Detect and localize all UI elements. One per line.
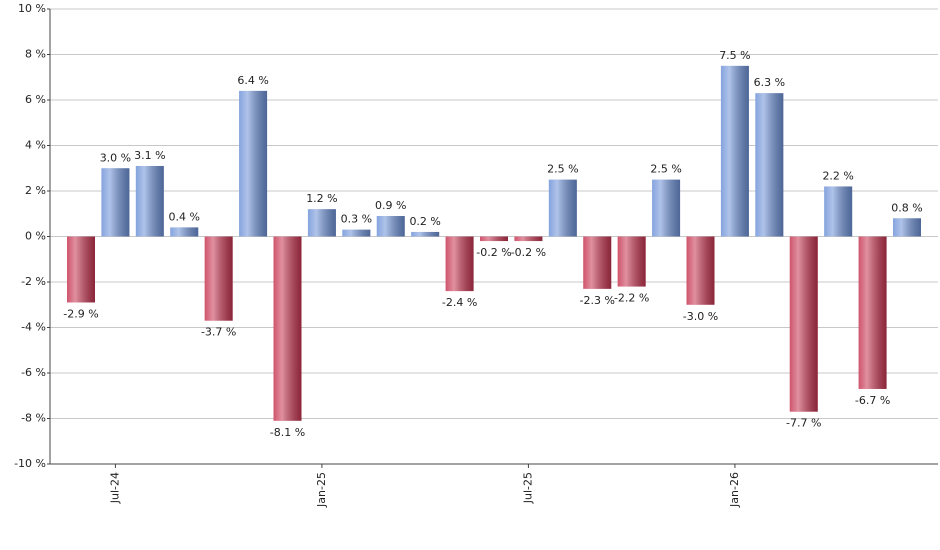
y-tick-label: 0 % — [25, 230, 46, 243]
bar — [652, 179, 681, 237]
bar — [342, 229, 371, 237]
bar — [411, 231, 440, 237]
y-tick-label: -2 % — [21, 275, 46, 288]
bar — [617, 236, 646, 287]
value-label: -6.7 % — [855, 394, 890, 407]
y-tick-label: 8 % — [25, 48, 46, 61]
value-label: -0.2 % — [511, 246, 546, 259]
value-label: -3.0 % — [683, 310, 718, 323]
y-tick-label: -6 % — [21, 366, 46, 379]
value-label: 6.4 % — [237, 74, 268, 87]
y-tick-label: 4 % — [25, 139, 46, 152]
value-label: -2.3 % — [580, 294, 615, 307]
x-tick-label: Jan-26 — [728, 472, 741, 508]
value-label: -8.1 % — [270, 426, 305, 439]
value-label: 3.1 % — [134, 149, 165, 162]
value-label: 0.8 % — [891, 201, 922, 214]
bar — [170, 227, 199, 237]
bar — [514, 236, 543, 242]
value-label: 0.4 % — [169, 210, 200, 223]
bar — [583, 236, 612, 289]
value-label: -7.7 % — [786, 417, 821, 430]
y-tick-label: -8 % — [21, 412, 46, 425]
bar — [789, 236, 818, 412]
value-label: 2.5 % — [650, 163, 681, 176]
x-tick-label: Jul-24 — [108, 472, 121, 504]
value-label: -3.7 % — [201, 326, 236, 339]
y-tick-label: 10 % — [18, 2, 46, 15]
value-label: 6.3 % — [754, 76, 785, 89]
value-label: -0.2 % — [476, 246, 511, 259]
bar — [445, 236, 474, 292]
bar — [720, 65, 749, 237]
y-tick-label: 6 % — [25, 93, 46, 106]
y-tick-label: -10 % — [14, 457, 46, 470]
bar — [307, 209, 336, 237]
x-tick-label: Jan-25 — [315, 472, 328, 508]
value-label: 7.5 % — [719, 49, 750, 62]
value-label: 0.3 % — [341, 213, 372, 226]
x-tick-label: Jul-25 — [521, 472, 534, 504]
bar — [239, 90, 268, 237]
bar — [135, 165, 164, 237]
y-tick-label: -4 % — [21, 321, 46, 334]
value-label: 1.2 % — [306, 192, 337, 205]
bar — [858, 236, 887, 389]
value-label: -2.2 % — [614, 292, 649, 305]
bar — [376, 216, 405, 237]
bar — [67, 236, 95, 303]
value-label: 2.2 % — [822, 169, 853, 182]
value-label: 0.2 % — [409, 215, 440, 228]
bar — [548, 179, 577, 237]
bar — [893, 218, 921, 237]
value-label: -2.9 % — [63, 307, 98, 320]
bar — [824, 186, 853, 237]
bar — [755, 93, 784, 237]
value-label: 0.9 % — [375, 199, 406, 212]
value-label: 2.5 % — [547, 163, 578, 176]
bar — [686, 236, 715, 305]
bar — [101, 168, 130, 237]
bar — [480, 236, 508, 242]
value-label: -2.4 % — [442, 296, 477, 309]
y-tick-label: 2 % — [25, 184, 46, 197]
value-label: 3.0 % — [100, 151, 131, 164]
bar — [273, 236, 302, 421]
bar — [204, 236, 233, 321]
